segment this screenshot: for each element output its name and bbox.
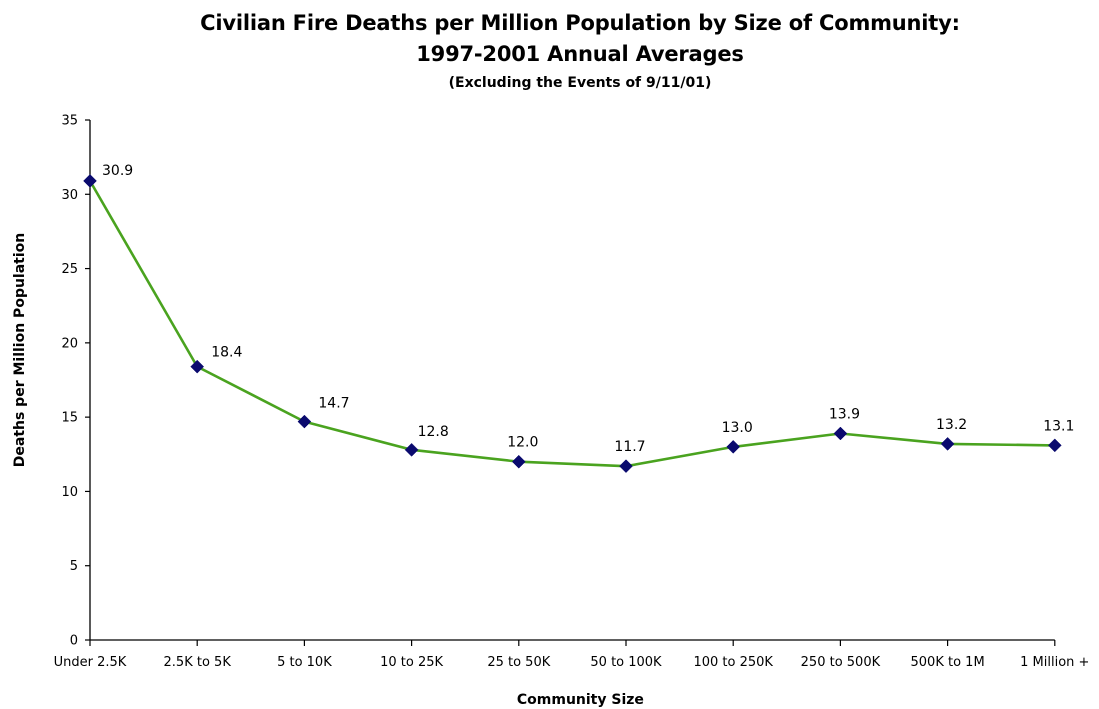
data-label: 30.9 xyxy=(102,163,133,179)
data-label: 13.0 xyxy=(722,420,753,436)
y-tick-label: 10 xyxy=(61,485,78,500)
x-tick-label: 250 to 500K xyxy=(801,655,881,670)
data-point-marker xyxy=(83,174,97,188)
y-tick-label: 35 xyxy=(61,114,78,129)
data-label: 11.7 xyxy=(614,439,645,455)
y-tick-label: 5 xyxy=(70,559,78,574)
x-tick-label: 10 to 25K xyxy=(380,655,443,670)
x-axis-title: Community Size xyxy=(517,692,644,708)
data-label: 12.0 xyxy=(507,435,538,451)
data-label: 13.1 xyxy=(1043,418,1074,434)
data-label: 13.2 xyxy=(936,417,967,433)
y-tick-label: 25 xyxy=(61,262,78,277)
data-point-marker xyxy=(404,442,419,457)
data-label: 13.9 xyxy=(829,406,860,422)
data-point-marker xyxy=(726,440,741,454)
data-point-marker xyxy=(190,359,205,374)
y-tick-label: 20 xyxy=(61,336,78,351)
x-tick-label: 5 to 10K xyxy=(277,655,332,670)
x-tick-label: 500K to 1M xyxy=(911,655,985,670)
data-point-marker xyxy=(940,437,955,451)
y-axis: 0 5 10 15 20 25 30 35 xyxy=(61,114,91,649)
data-label: 18.4 xyxy=(211,345,242,361)
x-tick-label: 1 Million + xyxy=(1020,655,1089,670)
data-point-marker xyxy=(1047,438,1062,453)
data-point-marker xyxy=(619,459,633,474)
series-line xyxy=(88,180,1055,468)
series-markers xyxy=(83,174,1062,474)
chart-title-line-1: Civilian Fire Deaths per Million Populat… xyxy=(200,11,960,35)
chart-title-block: Civilian Fire Deaths per Million Populat… xyxy=(0,8,1099,94)
chart-subtitle: (Excluding the Events of 9/11/01) xyxy=(448,75,712,91)
x-tick-label: 2.5K to 5K xyxy=(164,655,232,670)
data-label: 14.7 xyxy=(318,396,349,412)
y-tick-label: 0 xyxy=(70,634,78,649)
x-tick-label: 50 to 100K xyxy=(590,655,662,670)
data-point-marker xyxy=(833,426,848,441)
data-labels: 30.9 18.4 14.7 12.8 12.0 11.7 13.0 13.9 13.2 13.1 xyxy=(102,163,1074,455)
series-line-group xyxy=(88,180,1055,468)
y-tick-label: 15 xyxy=(61,411,78,426)
x-tick-label: Under 2.5K xyxy=(54,655,127,670)
x-axis: Under 2.5K 2.5K to 5K 5 to 10K 10 to 25K 25 … xyxy=(54,639,1089,670)
data-point-marker xyxy=(297,414,312,429)
x-tick-label: 25 to 50K xyxy=(487,655,550,670)
y-axis-title: Deaths per Million Population xyxy=(12,233,28,468)
x-tick-label: 100 to 250K xyxy=(693,655,773,670)
chart-title-line-2: 1997-2001 Annual Averages xyxy=(416,42,744,66)
data-point-marker xyxy=(511,454,526,469)
data-label: 12.8 xyxy=(418,424,449,440)
y-tick-label: 30 xyxy=(61,188,78,203)
